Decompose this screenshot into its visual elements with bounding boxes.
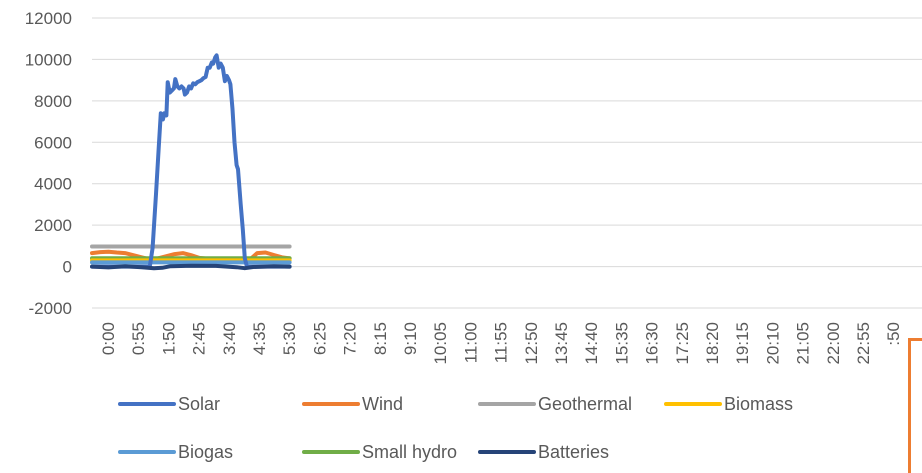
- y-tick-label: 6000: [34, 133, 72, 152]
- x-tick-label: 6:25: [310, 322, 329, 355]
- x-tick-label: 3:40: [220, 322, 239, 355]
- x-tick-label: 9:10: [401, 322, 420, 355]
- x-tick-label: 11:55: [492, 322, 511, 363]
- x-tick-label: 4:35: [250, 322, 269, 355]
- x-tick-label: 1:50: [159, 322, 178, 355]
- x-tick-label: 22:00: [824, 322, 843, 365]
- x-tick-label: 16:30: [643, 322, 662, 365]
- x-tick-label: 7:20: [341, 322, 360, 355]
- x-tick-label: :50: [884, 322, 903, 346]
- y-tick-label: 8000: [34, 92, 72, 111]
- x-tick-label: 20:10: [763, 322, 782, 365]
- series-line-solar: [90, 53, 292, 269]
- orange-frame-edge: [908, 338, 911, 473]
- x-tick-label: 14:40: [582, 322, 601, 365]
- y-tick-label: -2000: [29, 299, 72, 318]
- x-tick-label: 15:35: [612, 322, 631, 365]
- x-tick-label: 18:20: [703, 322, 722, 365]
- y-tick-label: 0: [63, 258, 72, 277]
- x-tick-label: 21:05: [794, 322, 813, 365]
- x-tick-label: 10:05: [431, 322, 450, 365]
- x-tick-label: 22:55: [854, 322, 873, 365]
- x-tick-label: 2:45: [190, 322, 209, 355]
- orange-frame-edge: [910, 338, 922, 341]
- x-tick-label: 8:15: [371, 322, 390, 355]
- x-tick-label: 12:50: [522, 322, 541, 365]
- x-tick-label: 0:55: [129, 322, 148, 355]
- x-tick-label: 5:30: [280, 322, 299, 355]
- y-tick-label: 2000: [34, 216, 72, 235]
- series-line-batteries: [90, 263, 292, 271]
- x-tick-label: 17:25: [673, 322, 692, 365]
- x-tick-label: 13:45: [552, 322, 571, 365]
- y-tick-label: 10000: [25, 50, 72, 69]
- y-tick-label: 4000: [34, 175, 72, 194]
- x-tick-label: 0:00: [99, 322, 118, 355]
- x-tick-label: 19:15: [733, 322, 752, 365]
- x-tick-label: 11:00: [461, 322, 480, 363]
- y-tick-label: 12000: [25, 9, 72, 28]
